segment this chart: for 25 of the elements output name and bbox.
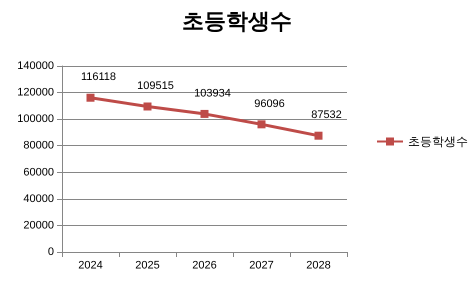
y-tick-label: 0: [48, 246, 54, 258]
x-tick-label: 2025: [135, 260, 160, 272]
x-tick-label: 2024: [78, 260, 103, 272]
y-tick-label: 100000: [17, 113, 54, 126]
data-label: 103934: [194, 87, 231, 100]
x-tick-label: 2026: [192, 260, 217, 272]
point: [86, 94, 94, 102]
data-label: 96096: [254, 98, 285, 110]
y-tick-label: 140000: [17, 60, 54, 72]
point: [258, 120, 266, 128]
point: [314, 132, 322, 140]
point: [200, 110, 208, 118]
x-tick-label: 2027: [249, 260, 274, 272]
data-label: 109515: [137, 80, 174, 92]
y-tick-label: 120000: [17, 86, 54, 99]
y-tick-label: 80000: [23, 140, 54, 152]
y-tick-label: 60000: [23, 166, 54, 178]
y-tick-label: 40000: [23, 192, 54, 205]
legend-label: 초등학생수: [408, 134, 468, 148]
x-tick-label: 2028: [306, 260, 331, 272]
data-label: 87532: [311, 109, 342, 122]
data-label: 116118: [80, 71, 116, 84]
y-tick-label: 20000: [23, 219, 54, 232]
point: [144, 102, 152, 110]
chart-title: 초등학생수: [182, 10, 292, 34]
